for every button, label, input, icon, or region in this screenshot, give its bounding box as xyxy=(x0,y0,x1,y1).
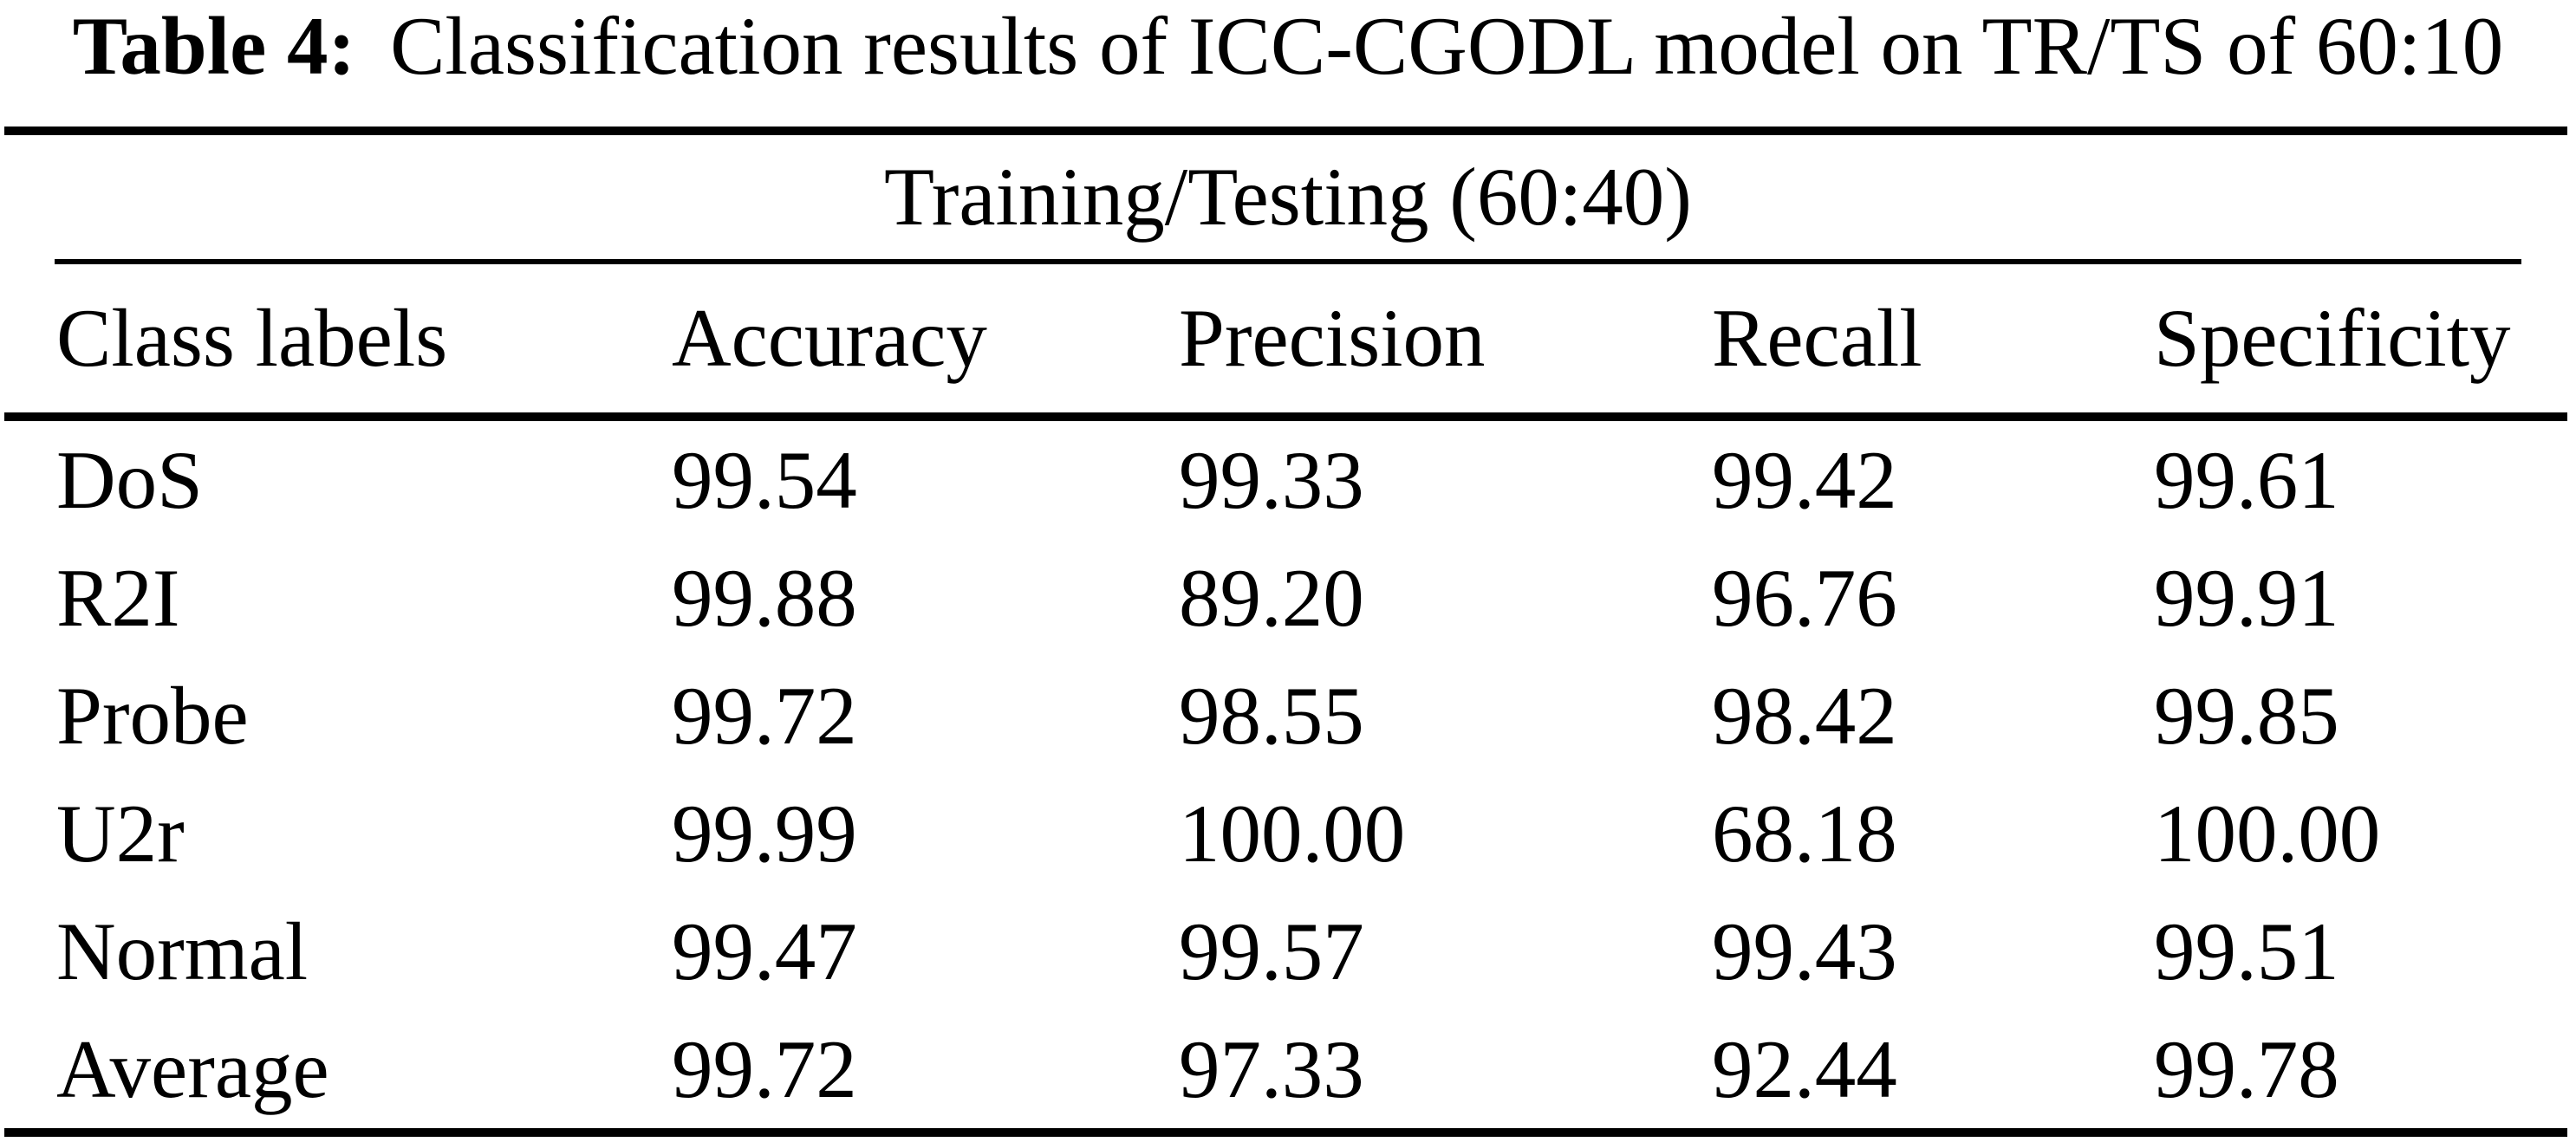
table-cell: 100.00 xyxy=(2154,787,2381,879)
column-header-recall: Recall xyxy=(1712,292,1922,384)
top-rule xyxy=(4,127,2567,135)
table-row: U2r 99.99 100.00 68.18 100.00 xyxy=(0,775,2576,892)
table-cell: 100.00 xyxy=(1179,787,1406,879)
group-header: Training/Testing (60:40) xyxy=(884,151,1692,243)
table-cell: 99.51 xyxy=(2154,905,2339,997)
table-caption-text: Classification results of ICC-CGODL mode… xyxy=(390,0,2504,92)
column-header-specificity: Specificity xyxy=(2154,292,2511,384)
table-cell: 99.43 xyxy=(1712,905,1897,997)
table-cell: 99.42 xyxy=(1712,433,1897,526)
row-label: Average xyxy=(56,1022,329,1115)
bottom-rule xyxy=(4,1128,2567,1137)
table-cell: 99.99 xyxy=(672,787,857,879)
row-label: DoS xyxy=(56,433,203,526)
table-cell: 99.72 xyxy=(672,669,857,762)
column-header-class-labels: Class labels xyxy=(56,292,448,384)
table-cell: 99.88 xyxy=(672,551,857,644)
table-cell: 99.54 xyxy=(672,433,857,526)
table-cell: 98.55 xyxy=(1179,669,1364,762)
table-row: Normal 99.47 99.57 99.43 99.51 xyxy=(0,892,2576,1010)
header-bottom-rule xyxy=(4,412,2567,421)
table-row: R2I 99.88 89.20 96.76 99.91 xyxy=(0,539,2576,657)
table-cell: 89.20 xyxy=(1179,551,1364,644)
table-cell: 68.18 xyxy=(1712,787,1897,879)
table-caption-label: Table 4: xyxy=(72,0,356,92)
table-header-row: Class labels Accuracy Precision Recall S… xyxy=(0,264,2576,412)
table-cell: 99.72 xyxy=(672,1022,857,1115)
row-label: Normal xyxy=(56,905,309,997)
table-cell: 99.57 xyxy=(1179,905,1364,997)
table-cell: 99.61 xyxy=(2154,433,2339,526)
table-cell: 98.42 xyxy=(1712,669,1897,762)
group-header-rule xyxy=(55,259,2521,264)
table-row: DoS 99.54 99.33 99.42 99.61 xyxy=(0,421,2576,539)
column-header-accuracy: Accuracy xyxy=(672,292,987,384)
table-cell: 96.76 xyxy=(1712,551,1897,644)
table-cell: 99.47 xyxy=(672,905,857,997)
row-label: U2r xyxy=(56,787,185,879)
table-cell: 99.85 xyxy=(2154,669,2339,762)
row-label: Probe xyxy=(56,669,249,762)
table-cell: 92.44 xyxy=(1712,1022,1897,1115)
table-row: Probe 99.72 98.55 98.42 99.85 xyxy=(0,657,2576,775)
table-body: DoS 99.54 99.33 99.42 99.61 R2I 99.88 89… xyxy=(0,421,2576,1128)
row-label: R2I xyxy=(56,551,180,644)
table-cell: 99.33 xyxy=(1179,433,1364,526)
table-caption: Table 4: Classification results of ICC-C… xyxy=(0,0,2576,127)
table-cell: 99.91 xyxy=(2154,551,2339,644)
column-header-precision: Precision xyxy=(1179,292,1486,384)
table-cell: 99.78 xyxy=(2154,1022,2339,1115)
table-cell: 97.33 xyxy=(1179,1022,1364,1115)
table-row: Average 99.72 97.33 92.44 99.78 xyxy=(0,1010,2576,1128)
